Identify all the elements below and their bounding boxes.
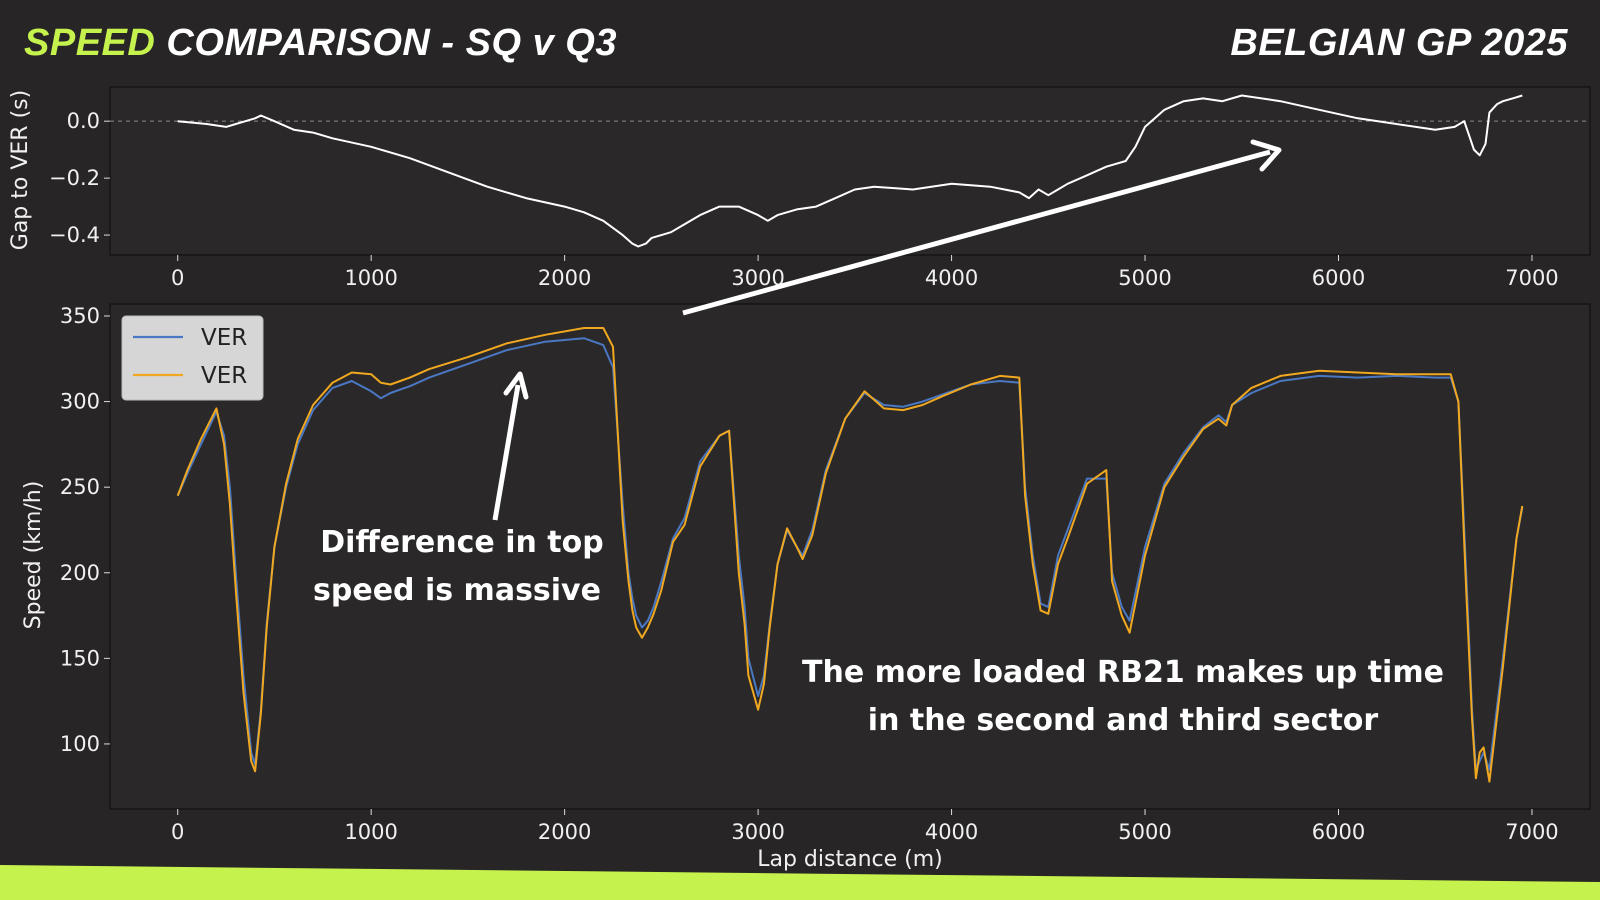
annotation-top-speed-line2: speed is massive [313,573,601,608]
y-tick-label: −0.2 [49,166,100,190]
annotation-arrow-head [503,371,529,400]
speed-x-axis-label: Lap distance (m) [757,847,943,872]
x-tick-label: 1000 [344,266,397,290]
event-title: BELGIAN GP 2025 [1230,22,1568,64]
x-tick-label: 0 [171,266,184,290]
y-tick-label: 0.0 [67,109,100,133]
speed-y-axis-label: Speed (km/h) [21,481,46,630]
y-tick-label: 250 [60,475,100,499]
speed-plot: 0 1000 2000 3000 4000 5000 6000 7000 100 150 200 25… [60,303,1591,844]
y-tick-label: 150 [60,646,100,670]
annotation-gain-arrow [682,139,1282,316]
legend: VER VER [121,315,264,401]
x-tick-label: 4000 [925,266,978,290]
gain-arrow-head [1250,139,1282,172]
gain-arrow-shaft [682,149,1271,316]
legend-label-sq: VER [201,325,247,351]
x-tick-label: 4000 [925,820,978,844]
y-tick-label: 300 [60,390,100,414]
x-tick-label: 3000 [731,820,784,844]
y-tick-label: −0.4 [49,223,100,247]
x-tick-label: 5000 [1118,266,1171,290]
gap-y-axis-label: Gap to VER (s) [8,90,33,250]
x-tick-label: 2000 [538,820,591,844]
x-tick-label: 7000 [1505,266,1558,290]
x-tick-label: 6000 [1312,266,1365,290]
annotation-top-speed: Difference in top speed is massive [313,371,604,608]
title-accent-word: SPEED [24,22,156,64]
annotation-top-speed-line1: Difference in top [320,525,603,560]
chart-title: SPEED COMPARISON - SQ v Q3 [24,22,617,65]
x-tick-label: 5000 [1118,820,1171,844]
annotation-sectors-line1: The more loaded RB21 makes up time [802,655,1444,690]
series-line-1-1 [176,327,1524,783]
plot-frame-0 [109,86,1591,256]
annotation-sectors: The more loaded RB21 makes up time in th… [802,655,1444,738]
annotation-arrow-shaft [492,384,521,521]
y-tick-label: 350 [60,304,100,328]
x-tick-label: 2000 [538,266,591,290]
x-tick-label: 1000 [344,820,397,844]
bottom-accent-stripe [0,865,1600,900]
series-line-0-0 [177,94,1523,248]
legend-label-q3: VER [201,363,247,389]
annotation-sectors-line2: in the second and third sector [868,703,1379,738]
title-rest: COMPARISON - SQ v Q3 [155,22,617,64]
y-tick-label: 100 [60,732,100,756]
y-tick-label: 200 [60,561,100,585]
x-tick-label: 6000 [1312,820,1365,844]
x-tick-label: 0 [171,820,184,844]
plot-frame-1 [109,303,1591,810]
x-tick-label: 7000 [1505,820,1558,844]
